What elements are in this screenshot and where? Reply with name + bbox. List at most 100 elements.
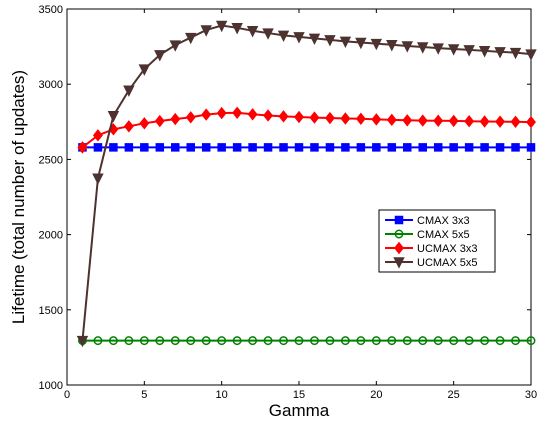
data-point (510, 115, 521, 129)
data-point (308, 33, 321, 46)
data-point (495, 336, 505, 346)
data-point (138, 64, 151, 76)
data-point (370, 38, 383, 51)
data-point (495, 143, 505, 152)
data-point (109, 143, 118, 152)
legend-item: CMAX 5x5 (385, 229, 470, 241)
data-point (93, 336, 103, 346)
x-tick-label: 10 (216, 389, 228, 401)
y-tick-label: 3500 (39, 4, 63, 16)
data-point (262, 28, 274, 40)
y-axis-label: Lifetime (total number of updates) (9, 70, 28, 324)
data-point (480, 143, 489, 152)
data-point (401, 41, 413, 53)
series-2 (77, 106, 536, 154)
data-point (324, 35, 336, 47)
data-point (433, 114, 444, 127)
x-tick-label: 15 (293, 389, 305, 401)
data-point (418, 336, 428, 346)
axis-ticks: 0 5 10 15 20 25 30 1000 1500 2000 2500 3000 3500 (39, 4, 538, 401)
data-point (432, 43, 444, 55)
x-tick-label: 5 (141, 389, 147, 401)
data-point (201, 336, 211, 346)
data-point (511, 336, 520, 346)
data-point (402, 336, 412, 346)
data-point (356, 143, 366, 152)
data-point (279, 143, 288, 152)
data-point (232, 106, 243, 119)
data-point (139, 336, 149, 346)
legend-label: UCMAX 3x3 (417, 243, 478, 255)
plot-area (66, 8, 532, 386)
data-point (185, 111, 196, 124)
x-tick-label: 20 (370, 389, 382, 401)
data-point (248, 336, 258, 346)
legend-item: CMAX 3x3 (385, 215, 470, 227)
y-tick-label: 2000 (39, 230, 63, 242)
data-point (277, 30, 290, 42)
series-layer (76, 20, 537, 348)
series-1 (78, 336, 536, 346)
data-point (464, 143, 474, 152)
data-point (124, 336, 134, 346)
legend-label: CMAX 5x5 (417, 229, 470, 241)
data-point (215, 20, 228, 33)
data-point (294, 336, 304, 346)
data-point (216, 106, 227, 120)
data-point (170, 112, 181, 126)
y-tick-label: 3000 (39, 79, 63, 91)
legend-marker (394, 241, 404, 255)
legend-marker (394, 229, 404, 239)
data-point (201, 143, 211, 152)
data-point (123, 85, 135, 97)
data-point (495, 115, 506, 128)
data-point (247, 108, 258, 121)
data-point (386, 113, 397, 127)
data-point (76, 335, 89, 348)
data-point (355, 112, 366, 125)
data-point (155, 143, 165, 152)
data-point (340, 112, 351, 125)
data-point (140, 143, 149, 152)
data-point (232, 143, 242, 152)
data-point (447, 44, 460, 56)
data-point (294, 110, 304, 124)
legend-label: CMAX 3x3 (417, 215, 470, 227)
data-point (355, 37, 367, 50)
data-point (509, 47, 522, 60)
data-point (201, 108, 212, 121)
data-point (448, 114, 459, 128)
data-point (464, 336, 474, 346)
data-point (169, 40, 181, 52)
x-axis-label: Gamma (269, 401, 330, 420)
data-point (186, 336, 196, 346)
x-tick-label: 25 (448, 389, 460, 401)
series-0 (78, 143, 536, 152)
data-point (417, 42, 429, 54)
data-point (478, 46, 491, 58)
data-point (324, 111, 335, 125)
legend-label: UCMAX 5x5 (417, 257, 478, 269)
data-point (402, 114, 413, 127)
data-point (310, 336, 319, 346)
data-point (449, 143, 458, 152)
data-point (356, 336, 366, 346)
data-point (293, 32, 305, 44)
data-point (372, 143, 381, 152)
data-point (387, 143, 397, 152)
legend-item: UCMAX 3x3 (385, 241, 478, 255)
data-point (309, 111, 320, 124)
data-point (463, 45, 475, 57)
data-point (124, 143, 134, 152)
data-point (246, 26, 259, 38)
data-point (387, 336, 397, 346)
data-point (186, 143, 195, 152)
legend-marker (394, 215, 404, 225)
data-point (325, 336, 335, 346)
data-point (232, 336, 242, 346)
data-point (263, 143, 273, 152)
data-point (433, 336, 443, 346)
data-point (417, 114, 428, 127)
data-point (171, 143, 180, 152)
data-point (170, 336, 180, 346)
